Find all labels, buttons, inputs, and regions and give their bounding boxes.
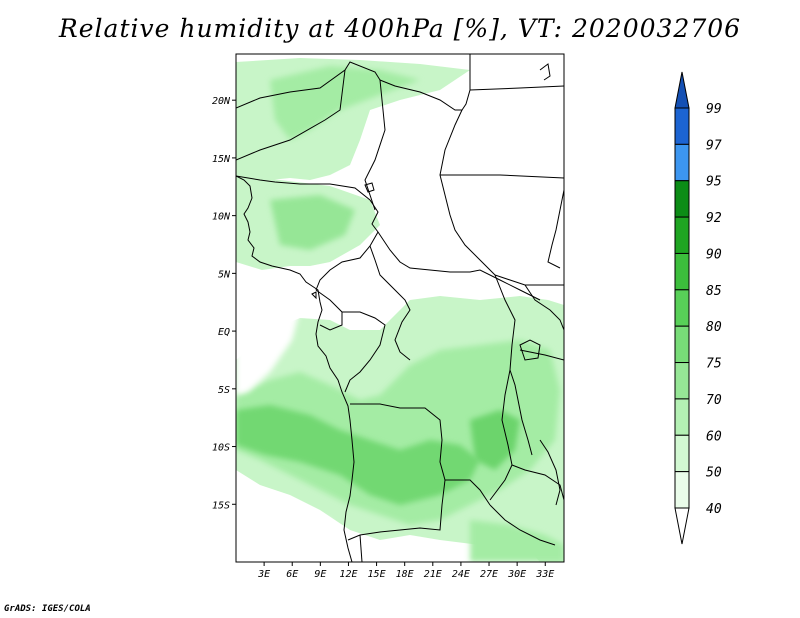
border-sahel-south (236, 175, 379, 291)
island-gulf (311, 291, 317, 300)
colorbar-segment (674, 471, 690, 509)
border-uganda-kenya (524, 284, 564, 331)
lat-tick-label: EQ (218, 327, 230, 338)
colorbar-label: 50 (706, 466, 722, 481)
lat-tick-label: 20N (212, 96, 231, 107)
border-mali-niger (236, 69, 346, 161)
border-namibia (359, 534, 363, 562)
grads-credit: GrADS: IGES/COLA (4, 604, 91, 614)
colorbar-label: 80 (706, 320, 722, 335)
colorbar-segment (674, 107, 690, 145)
humidity-region-lakes-core (470, 410, 520, 470)
humidity-field (236, 58, 564, 562)
border-chad-sudan (439, 109, 496, 276)
lon-tick-label: 33E (535, 569, 554, 580)
colorbar-label: 75 (706, 357, 722, 372)
lat-axis: 20N 15N 10N 5N EQ 5S 10S 15S (212, 96, 236, 511)
lon-tick-label: 9E (314, 569, 326, 580)
colorbar-label: 70 (706, 393, 722, 408)
lat-tick-label: 5S (218, 385, 230, 396)
map-frame (235, 53, 565, 563)
border-drc-angola (350, 403, 491, 506)
colorbar-segment (674, 325, 690, 364)
colorbar-segment (674, 216, 690, 254)
colorbar-label: 97 (706, 138, 722, 153)
colorbar-top-arrow (674, 71, 690, 109)
colorbar-label: 40 (706, 502, 722, 517)
humidity-region-westafrica-core (270, 195, 355, 250)
colorbar-label: 92 (706, 211, 722, 226)
border-ethiopia-west (547, 189, 564, 269)
lon-tick-label: 21E (424, 569, 442, 580)
lon-tick-label: 27E (480, 569, 498, 580)
lon-tick-label: 18E (396, 569, 414, 580)
lon-tick-label: 6E (286, 569, 298, 580)
border-zambia-zimbabwe (489, 504, 556, 546)
colorbar-label: 85 (706, 284, 722, 299)
border-lake-tanganyika (509, 369, 533, 456)
border-sudan-south (494, 274, 564, 286)
colorbar-segment (674, 434, 690, 473)
colorbar-label: 60 (706, 429, 722, 444)
lat-tick-label: 5N (218, 269, 231, 280)
colorbar-label: 99 (706, 102, 722, 117)
colorbar-label: 95 (706, 175, 722, 190)
border-car-congo (369, 245, 411, 361)
colorbar-label: 90 (706, 247, 722, 262)
border-gabon-congo (342, 311, 386, 393)
dry-region-sw (245, 500, 340, 562)
lat-tick-label: 15S (212, 500, 230, 511)
colorbar-segment (674, 362, 690, 400)
border-nigeria-cameroon (377, 231, 541, 301)
humidity-region-south-band (470, 520, 564, 562)
border-egypt-sudan (440, 174, 564, 179)
border-cameroon-gabon (315, 289, 343, 331)
border-drc-east (489, 274, 516, 501)
dry-region-gulf (236, 290, 300, 395)
map-title: Relative humidity at 400hPa [%], VT: 202… (58, 14, 742, 43)
lat-tick-label: 10S (212, 443, 230, 454)
coastline-west (236, 175, 355, 562)
border-sahara-north (236, 54, 471, 111)
colorbar: 99 97 95 92 90 85 80 75 70 60 50 40 (674, 71, 722, 545)
country-borders (236, 54, 564, 562)
border-niger-chad (364, 79, 386, 211)
lon-tick-label: 12E (339, 569, 357, 580)
lat-tick-label: 10N (212, 212, 231, 223)
lon-tick-label: 30E (507, 569, 526, 580)
lon-tick-label: 15E (368, 569, 386, 580)
colorbar-bottom-arrow (674, 507, 690, 545)
lon-tick-label: 3E (257, 569, 270, 580)
sinai-red-sea (539, 63, 551, 81)
border-angola-zambia (347, 479, 446, 541)
humidity-region-angola-core (236, 405, 480, 505)
humidity-region-north-core (270, 66, 420, 140)
humidity-region-central-mid (236, 340, 560, 525)
lon-tick-label: 24E (452, 569, 470, 580)
lake-victoria (519, 339, 541, 361)
lake-chad (364, 182, 375, 193)
lat-tick-label: 15N (212, 154, 231, 165)
border-tanzania (519, 349, 564, 361)
colorbar-segment (674, 252, 690, 291)
lon-axis: 3E 6E 9E 12E 15E 18E 21E 24E 27E 30E 33E (257, 562, 554, 580)
border-mozambique (511, 464, 564, 501)
colorbar-segment (674, 143, 690, 182)
colorbar-segment (674, 289, 690, 327)
border-lake-malawi (539, 439, 561, 506)
border-libya-egypt (469, 85, 564, 91)
colorbar-segment (674, 180, 690, 218)
colorbar-segment (674, 398, 690, 436)
